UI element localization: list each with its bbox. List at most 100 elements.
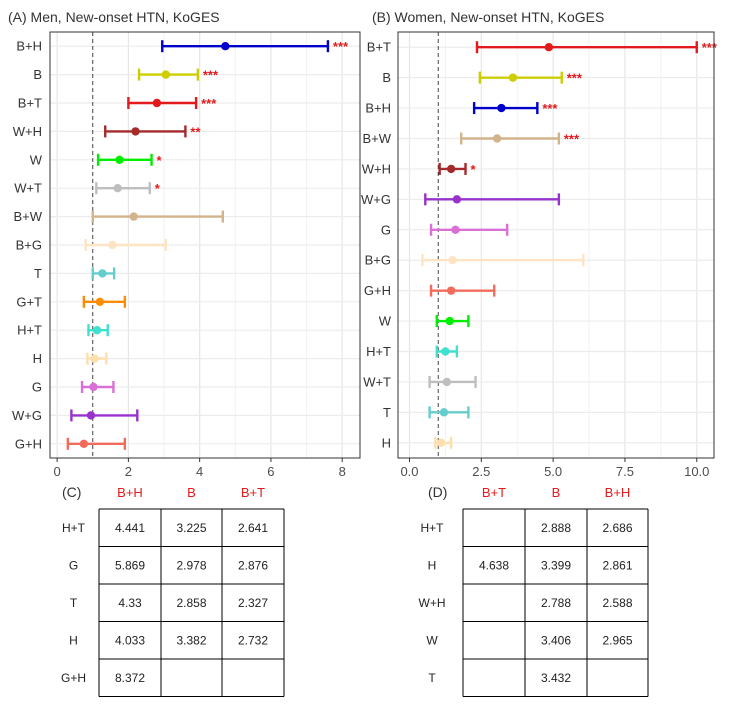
significance-marker: ***	[203, 68, 219, 83]
row-label: H+T	[366, 344, 391, 359]
row-label: W	[30, 152, 43, 167]
x-tick-label: 0.0	[400, 464, 418, 479]
x-tick-label: 2.5	[472, 464, 490, 479]
table-d: (D) B+T B B+H H+T 2.888 2.686 H 4.638 3.399 2.861 W…	[419, 484, 649, 697]
table-cell: 2.327	[238, 596, 268, 610]
x-tick-label: 5.0	[544, 464, 562, 479]
point-estimate	[441, 347, 450, 356]
point-estimate	[439, 408, 449, 417]
point-estimate	[98, 269, 107, 278]
significance-marker: ***	[702, 40, 718, 55]
point-estimate	[452, 195, 462, 204]
significance-marker: ***	[333, 39, 349, 54]
table-cell: 2.978	[176, 558, 206, 572]
row-label: B+G	[365, 253, 391, 268]
row-label: B+T	[367, 40, 391, 55]
point-estimate	[90, 354, 99, 363]
point-estimate	[445, 316, 454, 326]
point-estimate	[161, 70, 171, 79]
row-label: W+H	[362, 161, 391, 176]
significance-marker: ***	[564, 132, 580, 147]
point-estimate	[152, 98, 162, 108]
table-cell: 8.372	[115, 671, 145, 685]
row-label: W+T	[14, 181, 42, 196]
point-estimate	[79, 439, 89, 448]
table-column-header: B	[187, 485, 196, 500]
point-estimate	[448, 256, 457, 265]
table-cell: 2.965	[602, 633, 632, 647]
row-label: G	[381, 222, 391, 237]
table-title: (D)	[428, 484, 447, 500]
row-label: B	[33, 67, 42, 82]
table-cell: 4.33	[118, 596, 142, 610]
plot-border	[397, 31, 715, 459]
row-label: B+H	[365, 101, 391, 116]
table-column-header: B	[552, 485, 561, 500]
table-column-header: B+T	[482, 485, 506, 500]
table-cell: 3.406	[541, 633, 571, 647]
table-cell: 3.225	[176, 521, 206, 535]
point-estimate	[451, 225, 460, 234]
point-estimate	[442, 377, 452, 387]
table-title: (C)	[62, 484, 81, 500]
table-cell: 2.888	[541, 521, 571, 535]
x-tick-label: 2	[125, 464, 132, 479]
row-label: W+H	[13, 124, 42, 139]
point-estimate	[86, 411, 96, 420]
plot-title: (B) Women, New-onset HTN, KoGES	[372, 9, 604, 25]
significance-marker: ***	[542, 101, 558, 116]
row-label: H	[382, 435, 391, 450]
table-cell: 4.441	[115, 521, 145, 535]
table-cell: 3.399	[541, 558, 571, 572]
table-cell: 2.788	[541, 596, 571, 610]
row-label: H	[33, 351, 42, 366]
point-estimate	[92, 326, 102, 335]
point-estimate	[446, 164, 456, 174]
row-label: G	[32, 380, 42, 395]
table-c: (C) B+H B B+T H+T 4.441 3.225 2.641 G 5.869 2.978 2…	[61, 484, 285, 697]
table-column-header: B+H	[605, 485, 631, 500]
table-cell: 5.869	[115, 558, 145, 572]
point-estimate	[131, 127, 140, 136]
row-label: W+G	[12, 408, 42, 423]
row-label: T	[383, 405, 391, 420]
point-estimate	[108, 240, 117, 250]
point-estimate	[113, 184, 122, 193]
significance-marker: *	[157, 153, 163, 168]
x-tick-label: 4	[196, 464, 203, 479]
point-estimate	[129, 212, 138, 221]
row-label: B+W	[13, 209, 42, 224]
point-estimate	[544, 43, 554, 52]
row-label: W	[379, 314, 392, 329]
table-cell: 3.432	[541, 671, 571, 685]
x-tick-label: 0	[54, 464, 61, 479]
x-tick-label: 8	[339, 464, 346, 479]
row-label: W+T	[363, 374, 391, 389]
table-cell: 2.686	[602, 521, 632, 535]
x-tick-label: 6	[267, 464, 274, 479]
row-label: H+T	[17, 323, 42, 338]
table-row-label: T	[70, 596, 78, 610]
row-label: B+T	[18, 96, 42, 111]
row-label: B	[382, 70, 391, 85]
table-cell: 4.638	[479, 558, 509, 572]
table-column-header: B+H	[117, 485, 143, 500]
significance-marker: **	[190, 124, 201, 139]
plot-title: (A) Men, New-onset HTN, KoGES	[8, 9, 220, 25]
table-cell: 4.033	[115, 633, 145, 647]
table-cell: 2.641	[238, 521, 268, 535]
point-estimate	[492, 134, 502, 143]
point-estimate	[95, 297, 105, 306]
table-row-label: G	[69, 558, 78, 572]
significance-marker: *	[155, 181, 161, 196]
row-label: B+G	[16, 238, 42, 253]
significance-marker: *	[471, 162, 477, 177]
point-estimate	[446, 286, 456, 295]
point-estimate	[508, 73, 518, 82]
table-row-label: W	[426, 633, 438, 647]
row-label: G+H	[15, 436, 42, 451]
row-label: B+H	[16, 39, 42, 54]
